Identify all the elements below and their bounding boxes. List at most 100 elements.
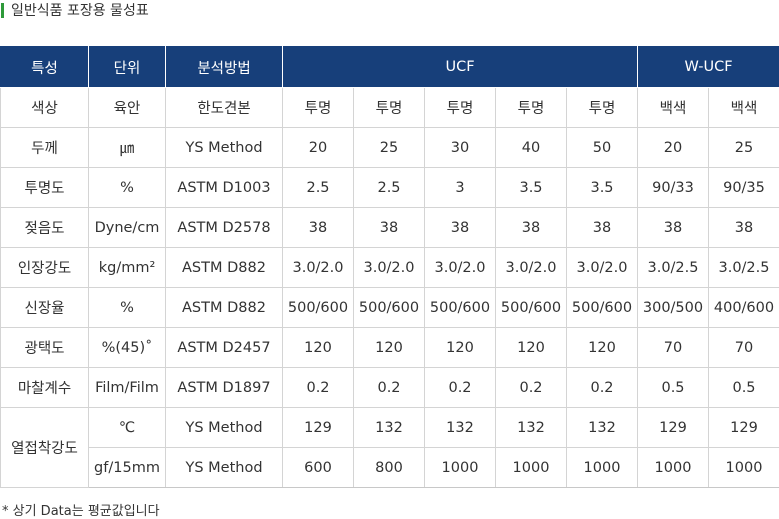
unit-cell: %(45)˚ — [88, 327, 166, 368]
value-cell: 90/35 — [708, 167, 779, 208]
value-cell: 1000 — [708, 447, 779, 488]
value-cell: 132 — [424, 407, 496, 448]
header-unit: 단위 — [88, 46, 166, 88]
method-cell: ASTM D1003 — [165, 167, 283, 208]
value-cell: 3.0/2.0 — [282, 247, 354, 288]
title-accent-bar — [1, 2, 4, 18]
table-row: 인장강도 kg/mm² ASTM D882 3.0/2.0 3.0/2.0 3.0/2.0… — [0, 247, 779, 288]
value-cell: 500/600 — [495, 287, 567, 328]
value-cell: 500/600 — [282, 287, 354, 328]
header-property: 특성 — [0, 46, 89, 88]
header-row: 특성 단위 분석방법 UCF W-UCF — [0, 46, 779, 88]
value-cell: 120 — [495, 327, 567, 368]
value-cell: 70 — [637, 327, 709, 368]
method-cell: ASTM D2457 — [165, 327, 283, 368]
value-cell: 3.5 — [495, 167, 567, 208]
value-cell: 투명 — [282, 87, 354, 128]
value-cell: 120 — [424, 327, 496, 368]
value-cell: 600 — [282, 447, 354, 488]
value-cell: 38 — [708, 207, 779, 248]
unit-cell: Dyne/cm — [88, 207, 166, 248]
value-cell: 투명 — [495, 87, 567, 128]
value-cell: 0.2 — [424, 367, 496, 408]
table-row: 색상 육안 한도견본 투명 투명 투명 투명 투명 백색 백색 — [0, 87, 779, 128]
value-cell: 3.0/2.0 — [424, 247, 496, 288]
value-cell: 3 — [424, 167, 496, 208]
method-cell: YS Method — [165, 407, 283, 448]
value-cell: 1000 — [637, 447, 709, 488]
value-cell: 120 — [282, 327, 354, 368]
value-cell: 투명 — [424, 87, 496, 128]
value-cell: 132 — [353, 407, 425, 448]
unit-cell: ℃ — [88, 407, 166, 448]
unit-cell: 육안 — [88, 87, 166, 128]
value-cell: 400/600 — [708, 287, 779, 328]
property-cell: 투명도 — [0, 167, 89, 208]
table-row: 두께 ㎛ YS Method 20 25 30 40 50 20 25 — [0, 127, 779, 168]
value-cell: 2.5 — [353, 167, 425, 208]
value-cell: 0.2 — [353, 367, 425, 408]
table-body: 색상 육안 한도견본 투명 투명 투명 투명 투명 백색 백색 두께 ㎛ YS Method 20 25 30… — [0, 87, 779, 488]
unit-cell: % — [88, 287, 166, 328]
property-cell: 색상 — [0, 87, 89, 128]
property-cell: 신장율 — [0, 287, 89, 328]
header-wucf: W-UCF — [637, 46, 779, 88]
table-row: 신장율% ASTM D882 500/600 500/600 500/600 500/60… — [0, 287, 779, 328]
value-cell: 1000 — [566, 447, 638, 488]
property-cell: 인장강도 — [0, 247, 89, 288]
method-cell: ASTM D882 — [165, 247, 283, 288]
value-cell: 40 — [495, 127, 567, 168]
value-cell: 30 — [424, 127, 496, 168]
unit-cell: % — [88, 167, 166, 208]
value-cell: 132 — [495, 407, 567, 448]
value-cell: 129 — [282, 407, 354, 448]
table-row: 광택도 %(45)˚ ASTM D2457 120 120 120 120 120 70 70 — [0, 327, 779, 368]
property-cell-seal: 열접착강도 — [0, 407, 89, 488]
value-cell: 800 — [353, 447, 425, 488]
table-row: 마찰계수 Film/Film ASTM D1897 0.2 0.2 0.2 0.2 0.2 0.… — [0, 367, 779, 408]
section-title: 일반식품 포장용 물성표 — [0, 0, 149, 20]
property-cell: 마찰계수 — [0, 367, 89, 408]
table-row: 열접착강도 ℃ YS Method 129 132 132 132 132 129 129 — [0, 407, 779, 488]
method-cell: ASTM D1897 — [165, 367, 283, 408]
value-cell: 투명 — [566, 87, 638, 128]
value-cell: 38 — [282, 207, 354, 248]
value-cell: 백색 — [637, 87, 709, 128]
value-cell: 129 — [637, 407, 709, 448]
value-cell: 0.2 — [566, 367, 638, 408]
value-cell: 500/600 — [424, 287, 496, 328]
value-cell: 70 — [708, 327, 779, 368]
footnote: * 상기 Data는 평균값입니다 — [2, 504, 160, 519]
value-cell: 38 — [566, 207, 638, 248]
unit-cell: Film/Film — [88, 367, 166, 408]
method-cell: YS Method — [165, 447, 283, 488]
value-cell: 3.0/2.0 — [353, 247, 425, 288]
header-ucf: UCF — [282, 46, 638, 88]
method-cell: ASTM D882 — [165, 287, 283, 328]
value-cell: 38 — [637, 207, 709, 248]
value-cell: 3.5 — [566, 167, 638, 208]
value-cell: 0.2 — [282, 367, 354, 408]
value-cell: 1000 — [495, 447, 567, 488]
table-row: 젖음도 Dyne/cm ASTM D2578 38 38 38 38 38 38 38 — [0, 207, 779, 248]
value-cell: 38 — [353, 207, 425, 248]
value-cell: 0.2 — [495, 367, 567, 408]
value-cell: 20 — [282, 127, 354, 168]
value-cell: 120 — [353, 327, 425, 368]
value-cell: 2.5 — [282, 167, 354, 208]
value-cell: 90/33 — [637, 167, 709, 208]
value-cell: 0.5 — [637, 367, 709, 408]
property-cell: 젖음도 — [0, 207, 89, 248]
unit-cell: gf/15mm — [88, 447, 166, 488]
value-cell: 120 — [566, 327, 638, 368]
table-row: gf/15mm YS Method 600 800 1000 1000 1000 1000 10… — [1, 447, 779, 488]
value-cell: 129 — [708, 407, 779, 448]
value-cell: 38 — [424, 207, 496, 248]
value-cell: 25 — [353, 127, 425, 168]
property-cell: 광택도 — [0, 327, 89, 368]
value-cell: 500/600 — [566, 287, 638, 328]
unit-cell: kg/mm² — [88, 247, 166, 288]
value-cell: 25 — [708, 127, 779, 168]
section-title-text: 일반식품 포장용 물성표 — [11, 3, 149, 19]
property-cell: 두께 — [0, 127, 89, 168]
